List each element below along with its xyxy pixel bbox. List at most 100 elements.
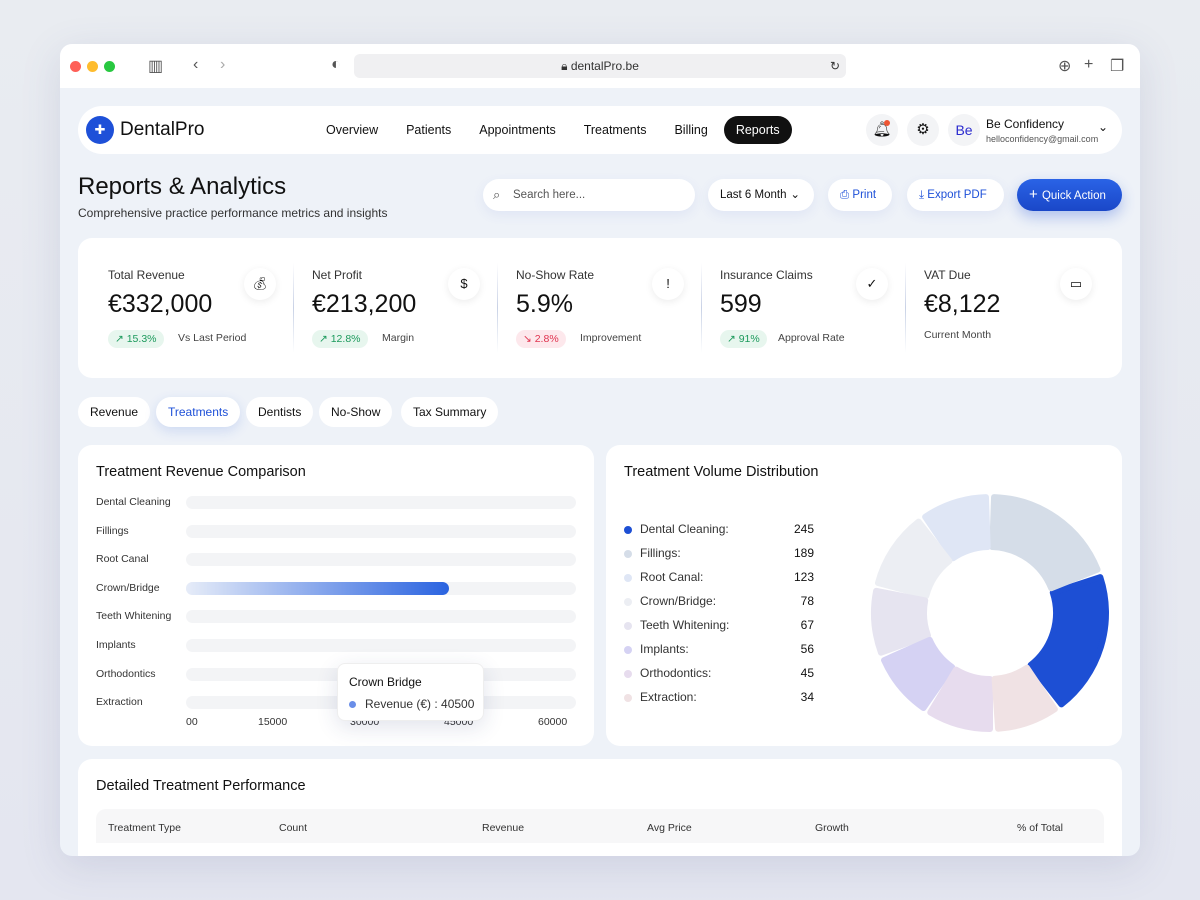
reload-icon[interactable]: ↻	[829, 59, 840, 73]
chart-title: Treatment Volume Distribution	[624, 464, 819, 480]
nav-patients[interactable]: Patients	[406, 123, 452, 137]
donut-segment-root-canal[interactable]	[922, 494, 991, 562]
export-pdf-button[interactable]: ⤓ Export PDF	[907, 179, 1004, 211]
bar-track	[186, 524, 576, 538]
user-email: helloconfidency@gmail.com	[986, 134, 1099, 144]
table-header	[96, 809, 1104, 843]
forward-icon[interactable]: ›	[220, 56, 226, 73]
browser-window: ▥ ‹ › ◐ 🔒︎ dentalPro.be ↻ ⊕ + ❐ ✚ DentalP…	[60, 44, 1140, 856]
brand-name: DentalPro	[120, 119, 205, 140]
tooltip-title: Crown Bridge	[349, 675, 422, 689]
stat-net-profit: Net Profit €213,200 $ ↗ 12.8% Margin	[282, 238, 486, 378]
series-dot-icon	[349, 701, 356, 708]
calendar-icon: ▭	[1060, 268, 1092, 300]
stat-insurance-claims: Insurance Claims 599 ✓ ↗ 91% Approval Rate	[690, 238, 894, 378]
divider	[293, 263, 294, 353]
trend-up-icon: ↗	[115, 333, 127, 345]
sidebar-icon[interactable]: ▥	[148, 58, 164, 75]
tab-tax-summary[interactable]: Tax Summary	[401, 397, 499, 427]
bar-label: Extraction	[96, 696, 143, 709]
stat-value: €213,200	[312, 290, 417, 318]
donut-segment-teeth-whitening[interactable]	[871, 587, 931, 656]
legend-dot-icon	[624, 670, 632, 678]
search-input[interactable]: ⌕ Search here...	[483, 179, 695, 211]
bar-label: Orthodontics	[96, 667, 156, 680]
nav-reports[interactable]: Reports	[723, 116, 792, 144]
divider	[497, 263, 498, 353]
chart-tooltip: Crown Bridge Revenue (€) : 40500	[337, 663, 484, 721]
column-header[interactable]: Growth	[815, 822, 849, 834]
stat-subtext: Current Month	[924, 329, 992, 341]
treatment-volume-chart: Treatment Volume Distribution Dental Cle…	[606, 445, 1122, 746]
bar-label: Teeth Whitening	[96, 610, 172, 623]
donut-segment-dental-cleaning[interactable]	[1027, 574, 1109, 708]
legend-dot-icon	[624, 598, 632, 606]
legend-item: Orthodontics: 45	[624, 666, 814, 682]
nav-treatments[interactable]: Treatments	[583, 123, 647, 137]
browser-toolbar: ▥ ‹ › ◐ 🔒︎ dentalPro.be ↻ ⊕ + ❐	[60, 44, 1140, 88]
legend-item: Dental Cleaning: 245	[624, 522, 814, 538]
back-icon[interactable]: ‹	[193, 56, 199, 73]
maximize-button[interactable]	[104, 61, 115, 72]
bar-label: Fillings	[96, 524, 129, 537]
bar-track	[186, 496, 576, 509]
x-tick-label: 00	[186, 716, 198, 728]
address-bar[interactable]: 🔒︎ dentalPro.be ↻	[354, 54, 846, 78]
tab-revenue[interactable]: Revenue	[78, 397, 151, 427]
chart-title: Treatment Revenue Comparison	[96, 464, 306, 480]
nav-appointments[interactable]: Appointments	[479, 123, 556, 137]
column-header[interactable]: Avg Price	[647, 822, 692, 834]
shield-check-icon: ✓	[856, 268, 888, 300]
stat-value: 5.9%	[516, 290, 573, 318]
donut-segment-extraction[interactable]	[991, 664, 1058, 732]
donut-segment-orthodontics[interactable]	[927, 666, 993, 732]
stat-value: €332,000	[108, 290, 213, 318]
lock-icon: 🔒︎	[561, 59, 571, 73]
stat-subtext: Approval Rate	[778, 332, 845, 344]
donut-chart	[871, 494, 1109, 732]
tabs-overview-icon[interactable]: ❐	[1110, 58, 1125, 75]
column-header[interactable]: Count	[279, 822, 308, 834]
tab-treatments[interactable]: Treatments	[156, 397, 241, 427]
download-icon: ⤓	[919, 189, 928, 201]
shield-icon: ◐	[331, 56, 341, 73]
new-tab-icon[interactable]: +	[1084, 56, 1094, 73]
page-title: Reports & Analytics	[78, 173, 287, 200]
stat-subtext: Vs Last Period	[178, 332, 247, 344]
bar-label: Crown/Bridge	[96, 581, 160, 594]
quick-action-button[interactable]: + Quick Action	[1017, 179, 1122, 211]
donut-segment-fillings[interactable]	[989, 494, 1101, 592]
top-nav: ✚ DentalPro Overview Patients Appointmen…	[78, 106, 1122, 154]
tab-no-show[interactable]: No-Show	[319, 397, 393, 427]
stat-subtext: Margin	[382, 332, 415, 344]
nav-overview[interactable]: Overview	[326, 123, 379, 137]
print-button[interactable]: ⎙ Print	[828, 179, 892, 211]
legend-item: Extraction: 34	[624, 690, 814, 706]
bar-track	[186, 610, 576, 624]
minimize-button[interactable]	[87, 61, 98, 72]
download-icon[interactable]: ⊕	[1058, 58, 1072, 75]
period-select[interactable]: Last 6 Month ⌄	[708, 179, 814, 211]
stat-vat-due: VAT Due €8,122 ▭ Current Month	[894, 238, 1098, 378]
bell-icon[interactable]: 🔔︎	[866, 114, 898, 146]
column-header[interactable]: Revenue	[482, 822, 525, 834]
donut-segment-implants[interactable]	[881, 636, 956, 712]
donut-segment-crown-bridge[interactable]	[874, 518, 953, 599]
chevron-down-icon[interactable]: ⌄	[1098, 120, 1109, 134]
stat-no-show-rate: No-Show Rate 5.9%! ↘ 2.8% Improvement	[486, 238, 690, 378]
trend-badge: ↗ 15.3%	[108, 330, 164, 348]
gear-icon[interactable]: ⚙	[907, 114, 939, 146]
nav-billing[interactable]: Billing	[674, 123, 708, 137]
legend-dot-icon	[624, 574, 632, 582]
tab-dentists[interactable]: Dentists	[246, 397, 314, 427]
bar-crown-bridge[interactable]	[186, 581, 450, 595]
column-header[interactable]: % of Total	[1017, 822, 1063, 834]
legend-item: Teeth Whitening: 67	[624, 618, 814, 634]
search-icon: ⌕	[493, 187, 501, 202]
avatar[interactable]: Be	[948, 114, 980, 146]
trend-badge: ↘ 2.8%	[516, 330, 566, 348]
column-header[interactable]: Treatment Type	[108, 822, 181, 834]
close-button[interactable]	[70, 61, 81, 72]
legend-dot-icon	[624, 526, 632, 534]
table-title: Detailed Treatment Performance	[96, 778, 306, 794]
